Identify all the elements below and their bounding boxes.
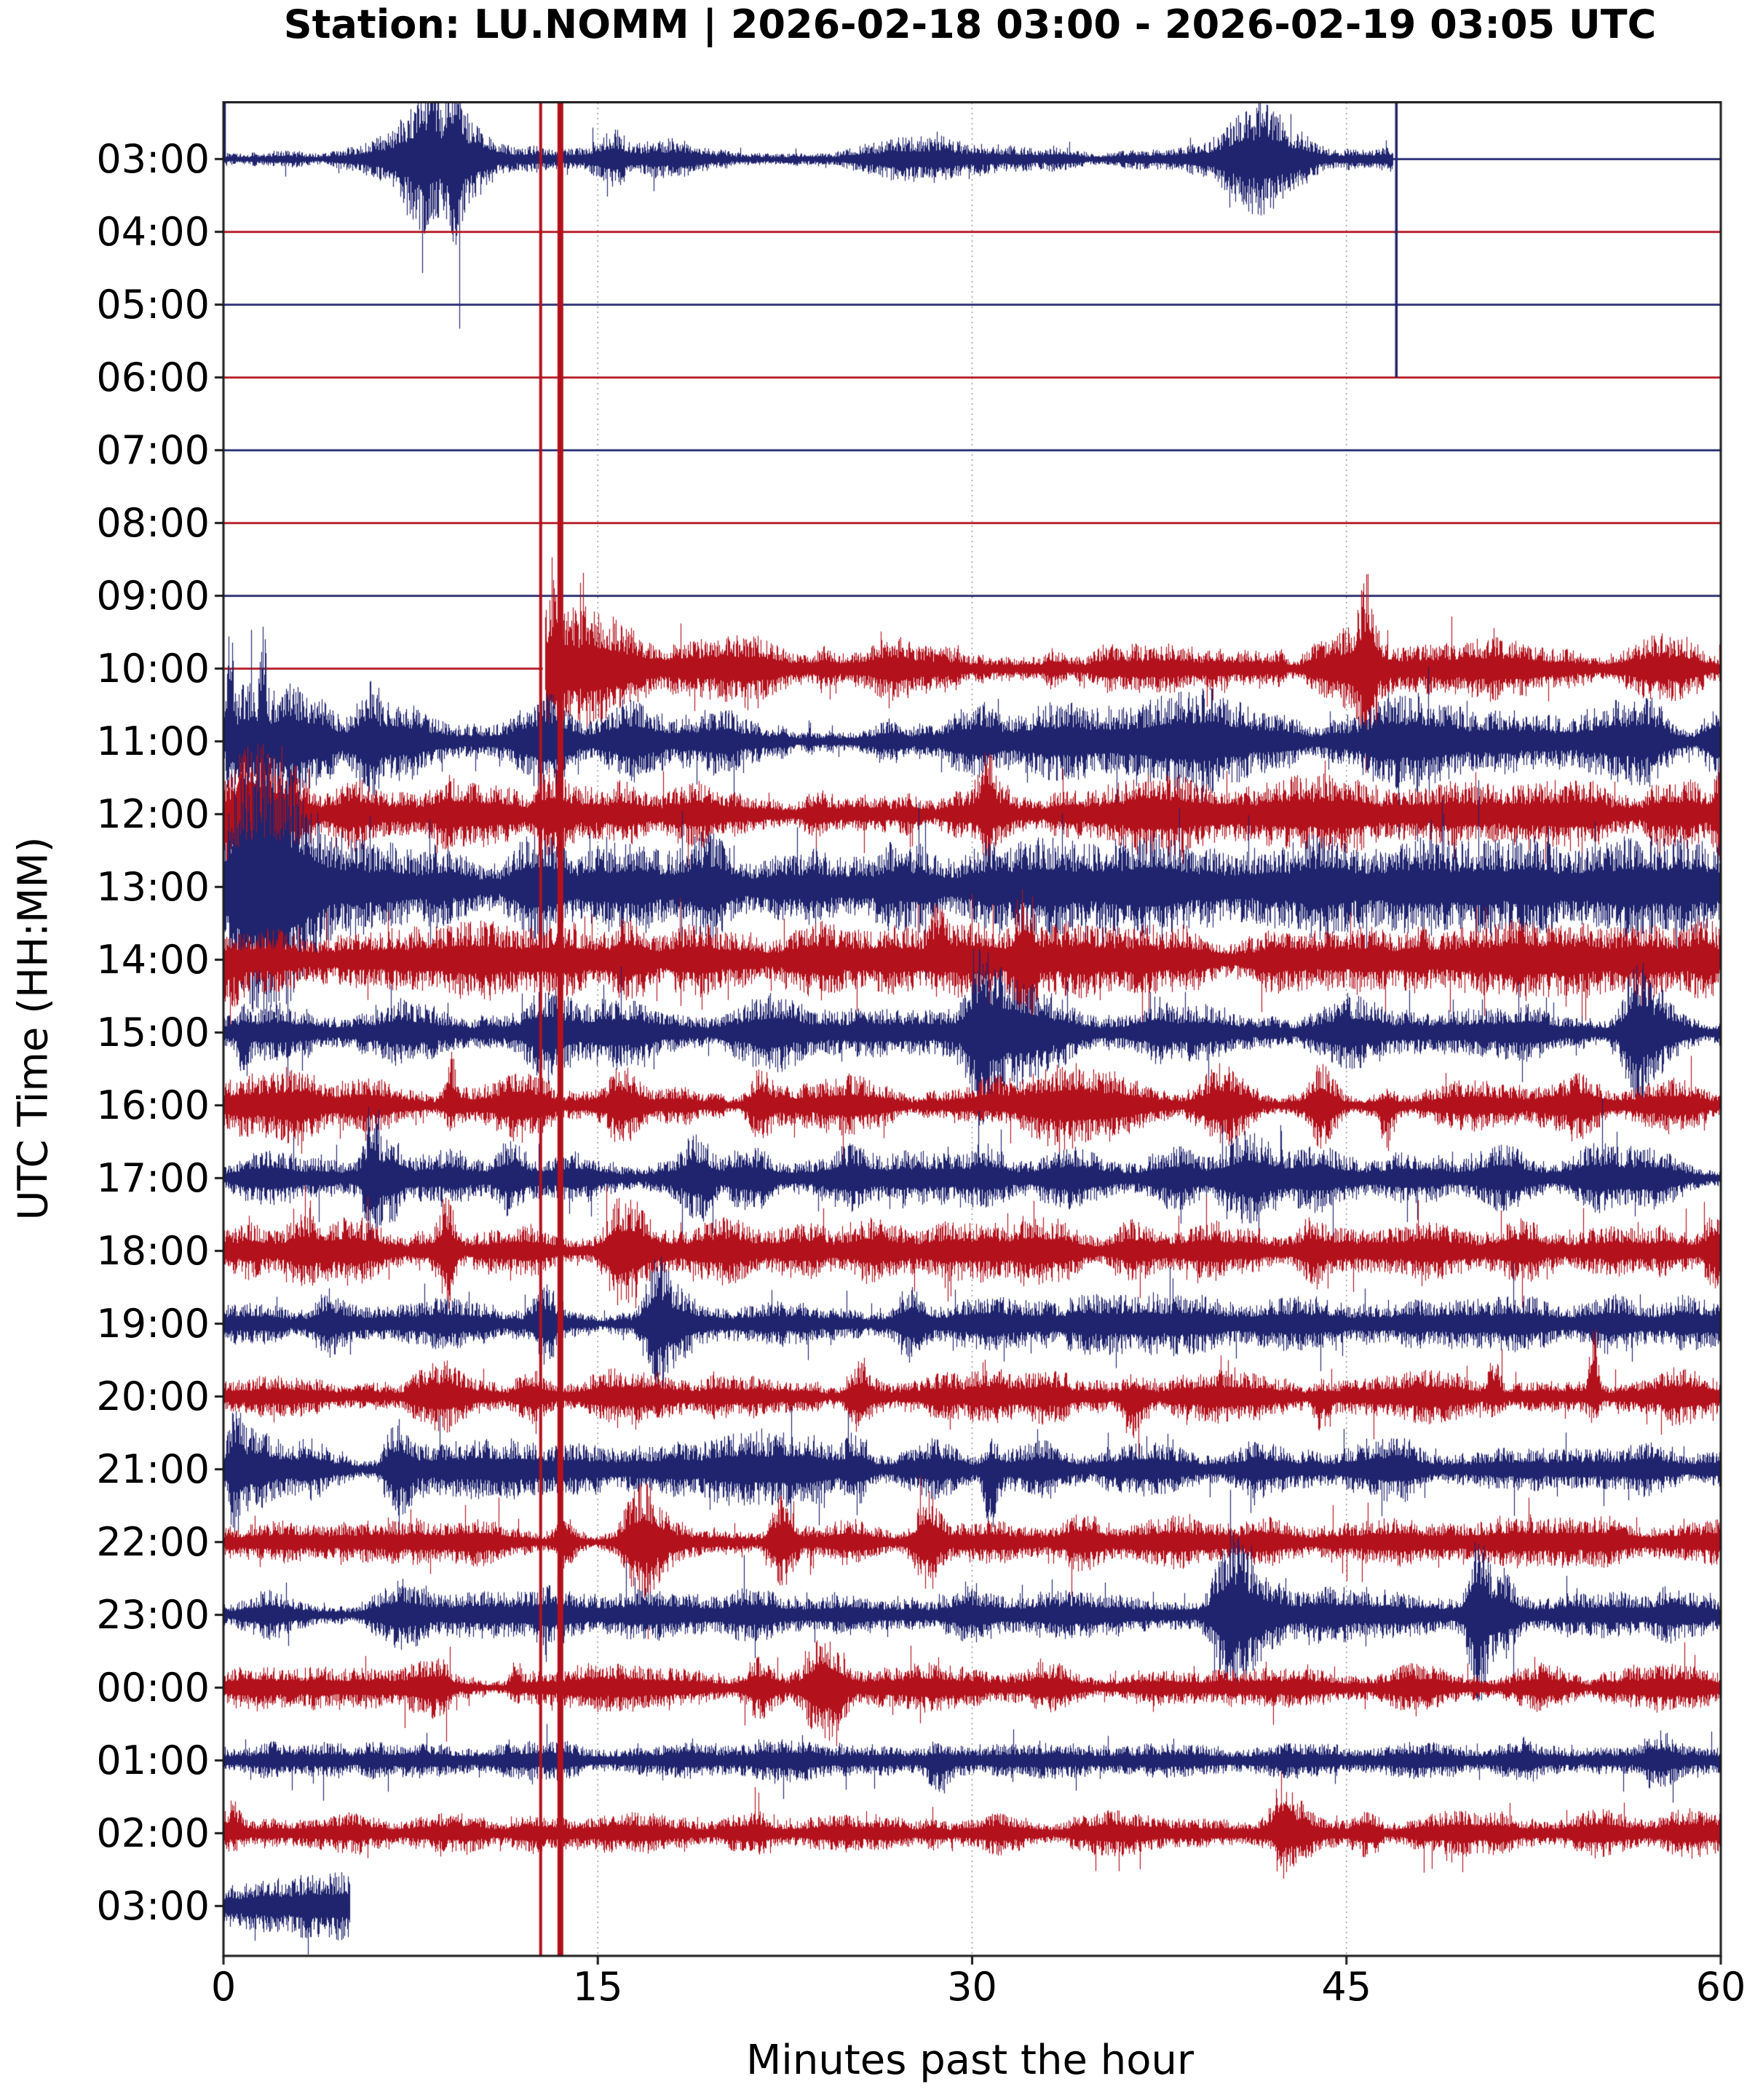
x-tick-label: 0	[210, 1964, 237, 2010]
y-tick-label: 17:00	[96, 1154, 210, 1201]
y-tick-label: 13:00	[96, 863, 210, 910]
y-tick-label: 09:00	[96, 572, 210, 619]
x-tick-label: 60	[1695, 1964, 1746, 2010]
y-tick-label: 23:00	[96, 1591, 210, 1638]
y-tick-label: 10:00	[96, 645, 210, 692]
page-title: Station: LU.NOMM | 2026-02-18 03:00 - 20…	[283, 1, 1657, 47]
x-axis-label: Minutes past the hour	[745, 2037, 1194, 2084]
y-tick-label: 04:00	[96, 208, 210, 255]
y-tick-label: 14:00	[96, 936, 210, 983]
y-tick-label: 15:00	[96, 1009, 210, 1055]
y-tick-label: 12:00	[96, 791, 210, 837]
seismogram-plot-canvas	[211, 101, 1729, 1969]
y-tick-label: 03:00	[96, 135, 210, 182]
y-tick-label: 01:00	[96, 1737, 210, 1783]
y-tick-label: 03:00	[96, 1882, 210, 1929]
y-tick-label: 05:00	[96, 281, 210, 328]
y-tick-label: 20:00	[96, 1373, 210, 1419]
x-tick-label: 15	[572, 1964, 623, 2010]
x-tick-label: 45	[1321, 1964, 1372, 2010]
y-tick-label: 16:00	[96, 1082, 210, 1128]
y-tick-label: 11:00	[96, 718, 210, 764]
y-tick-label: 00:00	[96, 1664, 210, 1711]
y-tick-label: 22:00	[96, 1518, 210, 1565]
y-tick-label: 02:00	[96, 1810, 210, 1856]
y-tick-label: 06:00	[96, 354, 210, 400]
y-tick-label: 19:00	[96, 1300, 210, 1347]
y-tick-label: 18:00	[96, 1227, 210, 1274]
y-tick-label: 08:00	[96, 499, 210, 546]
y-tick-label: 21:00	[96, 1446, 210, 1492]
x-tick-label: 30	[947, 1964, 997, 2010]
y-tick-label: 07:00	[96, 427, 210, 473]
